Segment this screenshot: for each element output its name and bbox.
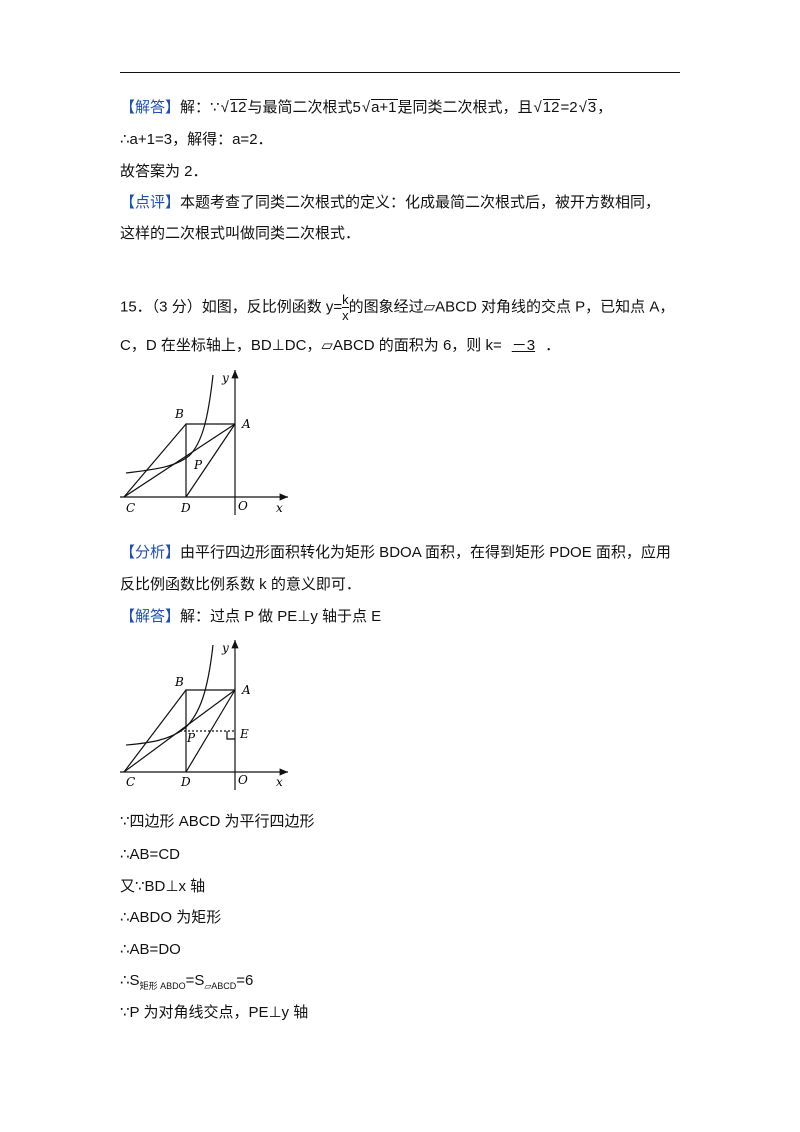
figure-1 <box>120 370 288 515</box>
step: ∴AB=DO <box>120 941 181 958</box>
text: ， <box>597 99 613 116</box>
step: ∴AB=CD <box>120 846 180 863</box>
label: O <box>238 499 248 513</box>
label: x <box>276 775 283 789</box>
radical: 12 <box>229 99 248 116</box>
line: 15．（3 分）如图，反比例函数 y= k x 的图象经过▱ABCD 对角线的交点 P… <box>120 292 674 323</box>
coef: 5 <box>352 99 361 116</box>
label: y <box>221 641 229 655</box>
line: 【点评】本题考查了同类二次根式的定义：化成最简二次根式后，被开方数相同， <box>120 193 660 213</box>
label: A <box>241 683 251 697</box>
step: ∴ABDO 为矩形 <box>120 909 222 926</box>
label: x <box>276 501 283 515</box>
line: 这样的二次根式叫做同类二次根式． <box>120 225 361 242</box>
text: 解：过点 P 做 PE⊥y 轴于点 E <box>180 608 382 625</box>
text: 与最简二次根式 <box>247 99 353 116</box>
line: ∴a+1=3，解得：a=2． <box>120 131 273 148</box>
label: A <box>241 417 251 431</box>
text: =6 <box>236 972 254 989</box>
radical: a+1 <box>370 99 398 116</box>
text: 是同类二次根式，且 <box>397 99 533 116</box>
line: C，D 在坐标轴上，BD⊥DC，▱ABCD 的面积为 6，则 k= －3 ． <box>120 336 560 356</box>
label: D <box>180 775 191 789</box>
label: B <box>174 407 184 421</box>
step: ∵P 为对角线交点，PE⊥y 轴 <box>120 1004 309 1021</box>
figure-2 <box>120 640 288 790</box>
text: 解：∵ <box>180 99 220 116</box>
text: ． <box>545 337 561 354</box>
label: y <box>221 371 229 385</box>
label: E <box>239 727 249 741</box>
tag: 【分析】 <box>120 544 181 561</box>
label: P <box>186 731 196 745</box>
label: C <box>126 775 135 789</box>
line: 【分析】由平行四边形面积转化为矩形 BDOA 面积，在得到矩形 PDOE 面积，… <box>120 543 671 563</box>
label: O <box>238 773 248 787</box>
tag: 【解答】 <box>120 99 181 116</box>
tag: 【解答】 <box>120 608 181 625</box>
line: 反比例函数比例系数 k 的意义即可． <box>120 576 361 593</box>
line: 【解答】解：∵12与最简二次根式5a+1是同类二次根式，且12=23， <box>120 98 612 118</box>
text: 由平行四边形面积转化为矩形 BDOA 面积，在得到矩形 PDOE 面积，应用 <box>180 544 671 561</box>
top-rule <box>120 72 680 73</box>
text: ∴S <box>120 972 140 989</box>
answer: －3 <box>511 337 536 354</box>
label: P <box>193 458 203 472</box>
radical: 3 <box>587 99 598 116</box>
step: 又∵BD⊥x 轴 <box>120 878 206 895</box>
text: 15．（3 分）如图，反比例函数 y= <box>120 298 343 316</box>
line: 故答案为 2． <box>120 163 208 180</box>
step: ∵四边形 ABCD 为平行四边形 <box>120 813 315 830</box>
denominator: x <box>342 308 349 323</box>
text: 的图象经过▱ABCD 对角线的交点 P，已知点 A， <box>348 298 675 316</box>
numerator: k <box>342 292 349 308</box>
label: D <box>180 501 191 515</box>
line: 【解答】解：过点 P 做 PE⊥y 轴于点 E <box>120 607 381 627</box>
text: =S <box>185 972 205 989</box>
label: B <box>174 675 184 689</box>
radical: 12 <box>542 99 561 116</box>
text: 本题考查了同类二次根式的定义：化成最简二次根式后，被开方数相同， <box>180 194 661 211</box>
subscript: 矩形 ABDO <box>139 981 186 991</box>
subscript: ▱ABCD <box>204 981 237 991</box>
tag: 【点评】 <box>120 194 181 211</box>
text: =2 <box>560 99 578 116</box>
text: C，D 在坐标轴上，BD⊥DC，▱ABCD 的面积为 6，则 k= <box>120 337 502 354</box>
label: C <box>126 501 135 515</box>
step: ∴S矩形 ABDO=S▱ABCD=6 <box>120 971 253 996</box>
